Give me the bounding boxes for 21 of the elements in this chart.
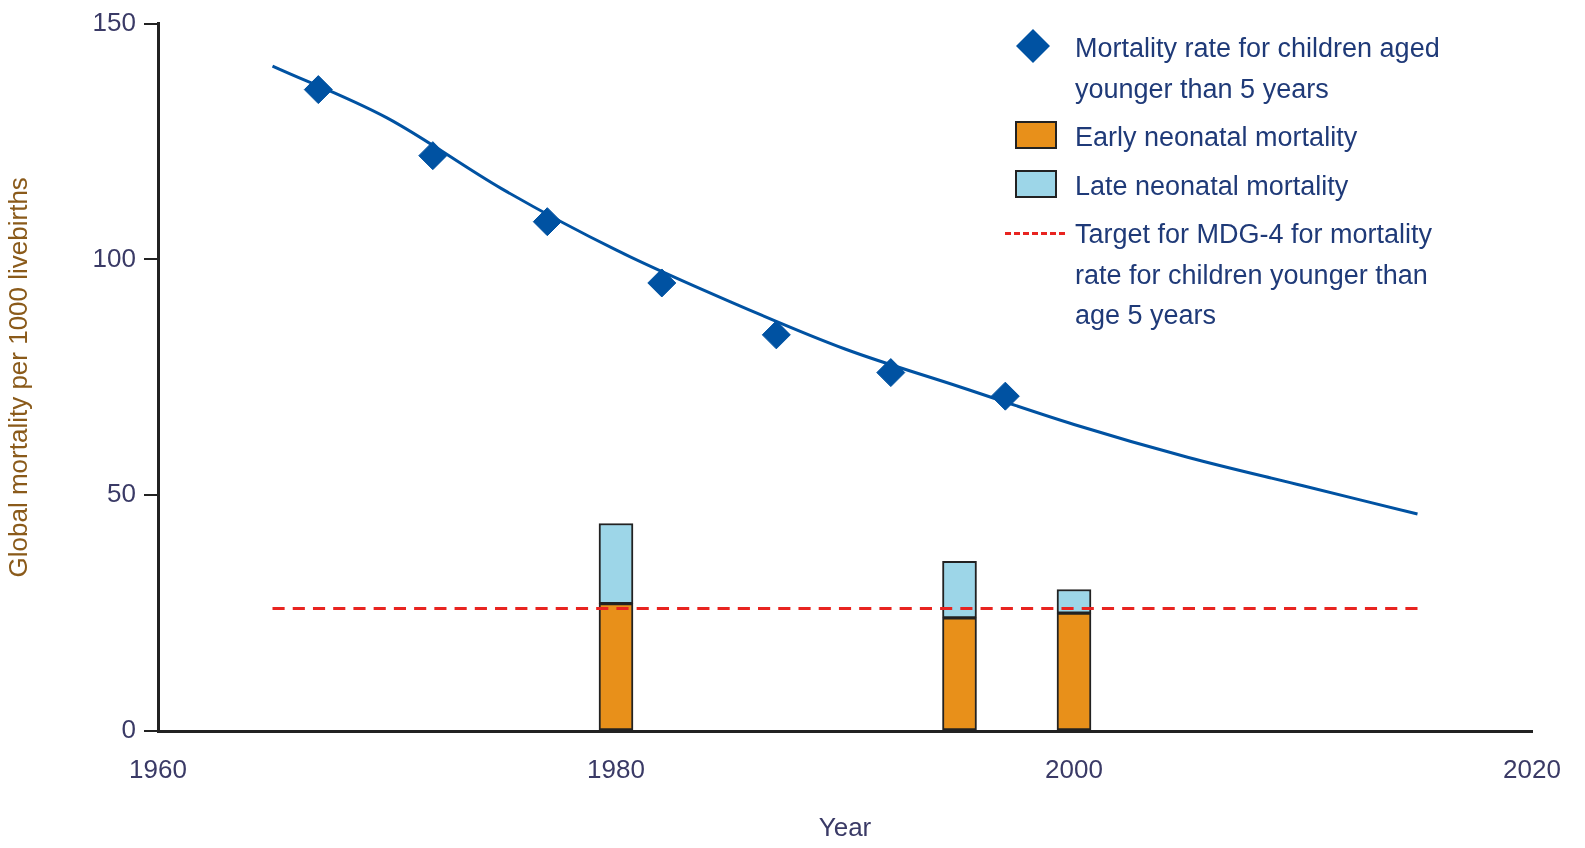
point: [990, 381, 1020, 411]
y-tick-label: 50: [107, 478, 136, 509]
y-tick-label: 100: [92, 242, 136, 273]
legend-label: Target for MDG-4 for mortality rate for children younger than age 5 years: [1075, 218, 1434, 332]
x-tick-label: 1960: [129, 753, 187, 784]
point: [418, 141, 448, 171]
y-axis-title: Global mortality per 1000 livebirths: [2, 177, 33, 578]
point: [876, 358, 906, 388]
x-axis-title: Year: [818, 811, 872, 842]
x-tick-label: 2020: [1503, 753, 1561, 784]
point: [647, 268, 677, 298]
x-tick-label: 2000: [1045, 753, 1103, 784]
legend-label: Late neonatal mortality: [1075, 169, 1350, 203]
point: [303, 75, 333, 105]
y-tick-label: 0: [121, 714, 136, 745]
legend-label: Mortality rate for children aged younger than 5 years: [1075, 32, 1441, 106]
legend-label: Early neonatal mortality: [1075, 121, 1359, 154]
x-tick-label: 1980: [587, 753, 645, 784]
point: [532, 207, 562, 237]
y-tick-label: 150: [92, 6, 136, 37]
point: [761, 320, 791, 350]
